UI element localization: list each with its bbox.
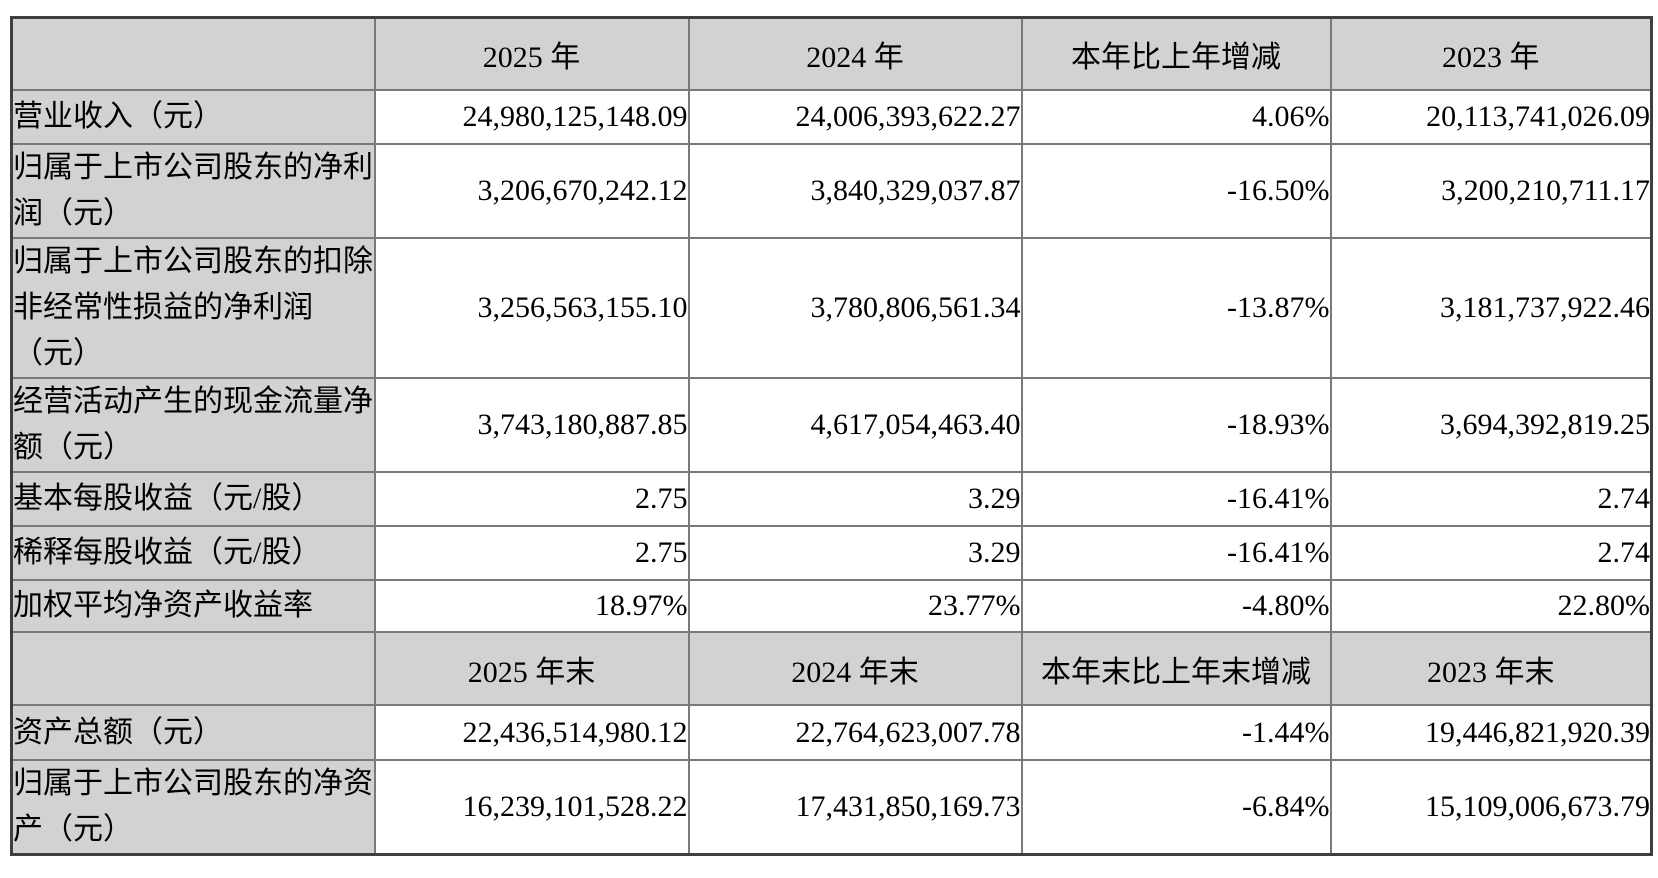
row-label: 加权平均净资产收益率 <box>10 579 376 633</box>
value-2025: 16,239,101,528.22 <box>373 759 690 856</box>
value-change: -16.50% <box>1020 143 1332 239</box>
value-2023: 3,694,392,819.25 <box>1329 377 1653 473</box>
row-label: 基本每股收益（元/股） <box>10 471 376 527</box>
corner-cell <box>10 631 376 706</box>
value-2023: 22.80% <box>1329 579 1653 633</box>
value-2023: 2.74 <box>1329 471 1653 527</box>
table-row-operating-cash-flow: 经营活动产生的现金流量净额（元） 3,743,180,887.85 4,617,… <box>10 377 1653 473</box>
value-change: -4.80% <box>1020 579 1332 633</box>
value-2025: 3,256,563,155.10 <box>373 237 690 379</box>
table-row-basic-eps: 基本每股收益（元/股） 2.75 3.29 -16.41% 2.74 <box>10 471 1653 527</box>
value-2025: 3,206,670,242.12 <box>373 143 690 239</box>
value-2025: 3,743,180,887.85 <box>373 377 690 473</box>
column-header-yoy-change: 本年比上年增减 <box>1020 16 1332 91</box>
value-change: -16.41% <box>1020 525 1332 581</box>
value-2024: 23.77% <box>687 579 1023 633</box>
table-row-weighted-avg-roe: 加权平均净资产收益率 18.97% 23.77% -4.80% 22.80% <box>10 579 1653 633</box>
value-2023: 3,181,737,922.46 <box>1329 237 1653 379</box>
row-label: 资产总额（元） <box>10 704 376 761</box>
value-change: -16.41% <box>1020 471 1332 527</box>
value-2025: 18.97% <box>373 579 690 633</box>
value-2024: 3,780,806,561.34 <box>687 237 1023 379</box>
row-label: 稀释每股收益（元/股） <box>10 525 376 581</box>
financial-summary-table: 2025 年 2024 年 本年比上年增减 2023 年 营业收入（元） 24,… <box>10 16 1653 856</box>
row-label: 营业收入（元） <box>10 89 376 145</box>
column-header-2023: 2023 年 <box>1329 16 1653 91</box>
column-header-2025: 2025 年 <box>373 16 690 91</box>
value-2024: 17,431,850,169.73 <box>687 759 1023 856</box>
value-change: -18.93% <box>1020 377 1332 473</box>
table-row-revenue: 营业收入（元） 24,980,125,148.09 24,006,393,622… <box>10 89 1653 145</box>
value-change: -1.44% <box>1020 704 1332 761</box>
column-header-2025-end: 2025 年末 <box>373 631 690 706</box>
corner-cell <box>10 16 376 91</box>
value-change: -6.84% <box>1020 759 1332 856</box>
row-label: 经营活动产生的现金流量净额（元） <box>10 377 376 473</box>
value-2025: 22,436,514,980.12 <box>373 704 690 761</box>
value-2025: 2.75 <box>373 471 690 527</box>
row-label: 归属于上市公司股东的扣除非经常性损益的净利润（元） <box>10 237 376 379</box>
value-change: 4.06% <box>1020 89 1332 145</box>
table-row-net-profit: 归属于上市公司股东的净利润（元） 3,206,670,242.12 3,840,… <box>10 143 1653 239</box>
table-row-total-assets: 资产总额（元） 22,436,514,980.12 22,764,623,007… <box>10 704 1653 761</box>
column-header-end-change: 本年末比上年末增减 <box>1020 631 1332 706</box>
column-header-2023-end: 2023 年末 <box>1329 631 1653 706</box>
value-change: -13.87% <box>1020 237 1332 379</box>
table-row-diluted-eps: 稀释每股收益（元/股） 2.75 3.29 -16.41% 2.74 <box>10 525 1653 581</box>
value-2023: 19,446,821,920.39 <box>1329 704 1653 761</box>
value-2024: 3.29 <box>687 525 1023 581</box>
value-2023: 20,113,741,026.09 <box>1329 89 1653 145</box>
value-2023: 2.74 <box>1329 525 1653 581</box>
period-end-header-row: 2025 年末 2024 年末 本年末比上年末增减 2023 年末 <box>10 631 1653 706</box>
value-2024: 3.29 <box>687 471 1023 527</box>
column-header-2024-end: 2024 年末 <box>687 631 1023 706</box>
table-row-net-assets: 归属于上市公司股东的净资产（元） 16,239,101,528.22 17,43… <box>10 759 1653 856</box>
table-row-net-profit-excl-nonrecurring: 归属于上市公司股东的扣除非经常性损益的净利润（元） 3,256,563,155.… <box>10 237 1653 379</box>
value-2025: 24,980,125,148.09 <box>373 89 690 145</box>
value-2023: 15,109,006,673.79 <box>1329 759 1653 856</box>
row-label: 归属于上市公司股东的净利润（元） <box>10 143 376 239</box>
column-header-2024: 2024 年 <box>687 16 1023 91</box>
value-2024: 22,764,623,007.78 <box>687 704 1023 761</box>
period-header-row: 2025 年 2024 年 本年比上年增减 2023 年 <box>10 16 1653 91</box>
value-2024: 4,617,054,463.40 <box>687 377 1023 473</box>
value-2024: 3,840,329,037.87 <box>687 143 1023 239</box>
row-label: 归属于上市公司股东的净资产（元） <box>10 759 376 856</box>
value-2025: 2.75 <box>373 525 690 581</box>
value-2023: 3,200,210,711.17 <box>1329 143 1653 239</box>
value-2024: 24,006,393,622.27 <box>687 89 1023 145</box>
